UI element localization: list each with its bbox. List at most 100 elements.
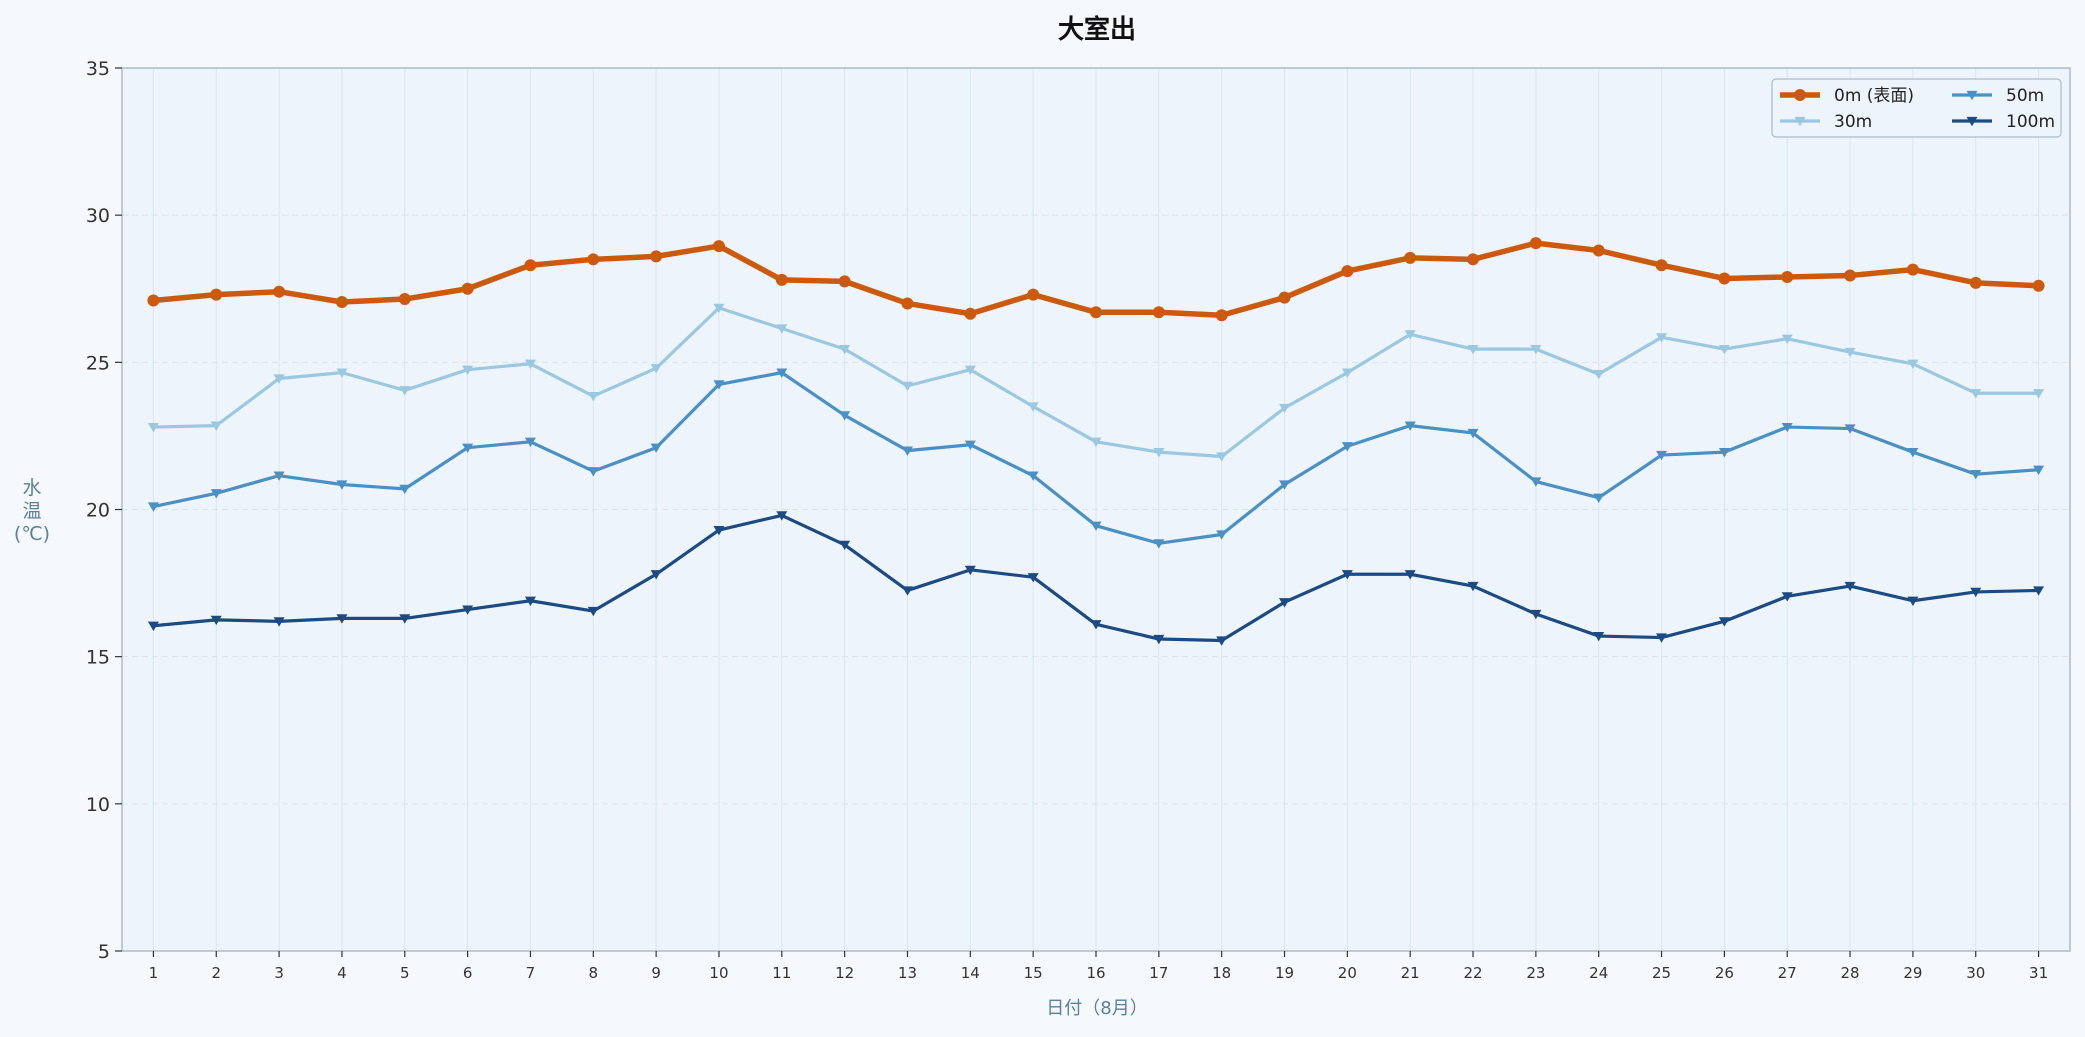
data-point xyxy=(1718,344,1730,355)
data-point xyxy=(1970,587,1982,598)
data-point xyxy=(1341,570,1353,580)
data-point xyxy=(1467,344,1479,355)
data-point xyxy=(1844,424,1856,434)
data-point xyxy=(1656,333,1668,343)
data-point xyxy=(1153,539,1165,549)
y-axis-label-char: 水 xyxy=(22,477,41,499)
data-point xyxy=(2032,279,2045,292)
legend-marker xyxy=(1794,89,1806,101)
legend: 0m (表面) 50m 30m 100m xyxy=(1771,78,2062,138)
data-point xyxy=(2033,389,2045,399)
y-tick-label: 20 xyxy=(86,500,110,522)
data-point xyxy=(399,386,411,396)
data-point xyxy=(1153,634,1165,645)
data-point xyxy=(1404,421,1416,431)
data-point xyxy=(650,250,663,263)
x-tick-label: 12 xyxy=(835,964,854,982)
data-point xyxy=(1530,344,1542,355)
data-point xyxy=(1090,306,1102,319)
data-point xyxy=(964,365,976,375)
data-point xyxy=(524,437,536,448)
data-point xyxy=(964,565,976,576)
data-point xyxy=(273,285,286,298)
data-point xyxy=(776,511,788,521)
legend-label: 50m xyxy=(2006,86,2044,106)
x-tick-label: 24 xyxy=(1589,964,1608,982)
data-point xyxy=(1027,573,1039,583)
data-point xyxy=(1656,633,1668,643)
y-tick-label: 30 xyxy=(86,205,110,227)
data-point xyxy=(2033,465,2045,475)
legend-marker xyxy=(1794,116,1806,127)
data-point xyxy=(524,596,536,606)
data-point xyxy=(650,443,662,453)
x-tick-label: 2 xyxy=(211,964,221,982)
data-point xyxy=(650,364,662,374)
data-point xyxy=(1279,598,1291,608)
data-point xyxy=(462,443,474,453)
data-point xyxy=(462,365,474,375)
data-point xyxy=(210,615,222,626)
legend-label: 0m (表面) xyxy=(1834,86,1914,106)
data-point xyxy=(1593,493,1605,503)
data-point xyxy=(1404,330,1416,340)
data-point xyxy=(776,324,788,334)
data-point xyxy=(964,307,977,320)
data-point xyxy=(1467,581,1479,592)
y-axis-label-char: (℃) xyxy=(14,523,50,545)
data-point xyxy=(838,275,851,288)
data-point xyxy=(713,525,725,536)
x-tick-label: 29 xyxy=(1903,964,1922,982)
y-tick-label: 35 xyxy=(86,58,110,80)
data-point xyxy=(273,617,285,627)
data-point xyxy=(1090,521,1102,531)
x-axis-label: 日付（8月） xyxy=(1046,998,1147,1019)
data-point xyxy=(1216,530,1228,540)
x-tick-label: 5 xyxy=(400,964,410,982)
y-axis-label: 水温(℃) xyxy=(14,477,50,545)
data-point xyxy=(399,484,411,495)
x-tick-label: 3 xyxy=(274,964,284,982)
x-tick-label: 31 xyxy=(2029,964,2048,982)
data-point xyxy=(650,570,662,580)
data-point xyxy=(1027,288,1040,301)
data-point xyxy=(1844,269,1857,282)
x-tick-label: 14 xyxy=(961,964,980,982)
data-point xyxy=(462,605,474,615)
data-point xyxy=(1027,402,1039,412)
data-point xyxy=(587,467,599,477)
x-tick-label: 19 xyxy=(1275,964,1294,982)
data-point xyxy=(461,282,474,295)
data-point xyxy=(901,297,914,310)
data-point xyxy=(273,374,285,384)
x-tick-label: 1 xyxy=(149,964,159,982)
y-axis-label-char: 温 xyxy=(22,500,41,522)
data-point xyxy=(210,421,222,431)
x-tick-label: 8 xyxy=(589,964,599,982)
x-tick-label: 30 xyxy=(1966,964,1985,982)
data-point xyxy=(1592,244,1605,257)
data-point xyxy=(901,446,913,456)
data-point xyxy=(335,295,348,308)
data-point xyxy=(1781,334,1793,345)
data-point xyxy=(1844,581,1856,592)
x-tick-label: 26 xyxy=(1715,964,1734,982)
data-point xyxy=(1341,368,1353,378)
x-tick-label: 10 xyxy=(709,964,728,982)
data-point xyxy=(1215,309,1228,322)
y-tick-label: 25 xyxy=(86,352,110,374)
data-point xyxy=(1529,237,1542,250)
x-tick-label: 17 xyxy=(1149,964,1168,982)
data-point xyxy=(210,288,223,301)
data-point xyxy=(147,502,159,512)
data-point xyxy=(1593,369,1605,380)
data-point xyxy=(1969,276,1982,289)
x-tick-label: 20 xyxy=(1338,964,1357,982)
data-point xyxy=(398,293,411,306)
data-point xyxy=(712,240,725,253)
x-tick-label: 23 xyxy=(1526,964,1545,982)
x-tick-label: 22 xyxy=(1463,964,1482,982)
data-point xyxy=(839,411,851,421)
